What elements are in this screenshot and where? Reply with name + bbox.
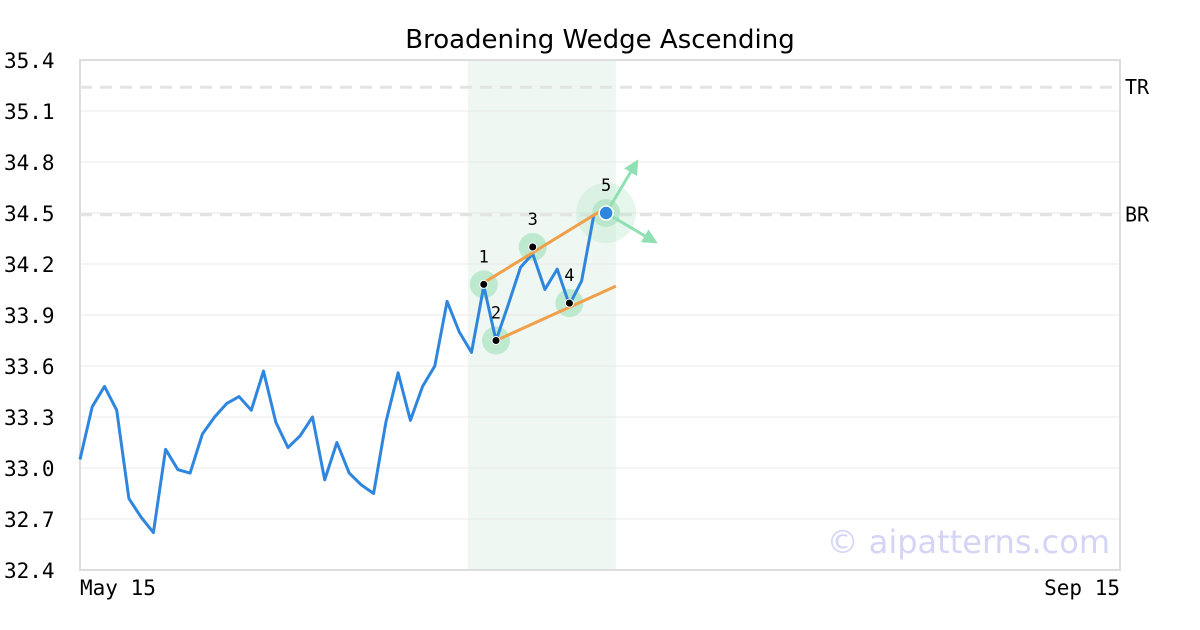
y-tick-label-4: 33.6 [4,355,55,379]
y-tick-label-2: 33.0 [4,457,55,481]
ref-label-tr: TR [1125,75,1150,99]
pivot-label-3: 3 [528,210,538,230]
trendline-1 [495,284,617,342]
y-tick-label-7: 34.5 [4,202,55,226]
pivot-label-5: 5 [601,176,611,196]
trendline-0 [482,210,601,284]
ref-label-br: BR [1125,203,1150,227]
y-tick-label-5: 33.9 [4,304,55,328]
watermark: © aipatterns.com [827,523,1110,561]
chart-title: Broadening Wedge Ascending [405,25,795,55]
projection-arrow-1 [605,211,658,244]
x-tick-label-0: May 15 [80,576,156,600]
pivot-label-4: 4 [564,266,574,286]
plot-frame [79,59,1121,571]
pivot-label-1: 1 [479,247,489,267]
series-line-0 [78,214,596,535]
y-tick-label-9: 35.1 [4,100,55,124]
y-tick-label-8: 34.8 [4,151,55,175]
pivot-point-2 [491,336,501,345]
y-tick-label-6: 34.2 [4,253,55,277]
y-tick-label-10: 35.4 [4,49,55,73]
y-tick-label-3: 33.3 [4,406,55,430]
y-tick-label-0: 32.4 [4,559,55,583]
pivot-label-2: 2 [491,304,501,324]
pivot-point-1 [479,279,489,289]
projection-arrow-0 [604,159,639,214]
pivot-point-4 [564,298,574,308]
pivot-point-5 [598,205,614,221]
x-tick-label-1: Sep 15 [1044,576,1120,600]
y-tick-label-1: 32.7 [4,508,55,532]
pivot-point-3 [528,242,538,252]
